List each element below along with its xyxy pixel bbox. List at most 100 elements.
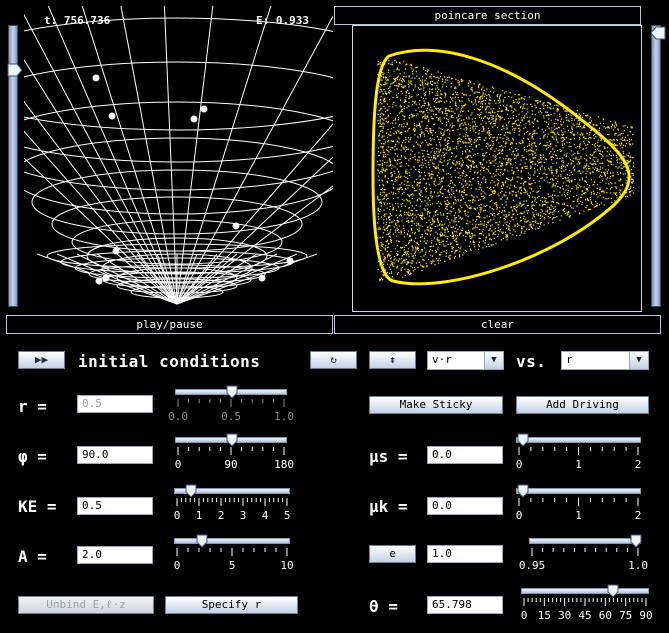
poincare-slider[interactable] (650, 25, 666, 307)
theta-tick-label: 15 (537, 609, 551, 622)
vs-label: vs. (516, 352, 547, 371)
theta-tick-label: 0 (520, 609, 528, 622)
zoom-slider-thumb[interactable] (7, 63, 23, 77)
a-tick-label: 0 (173, 559, 181, 572)
chevron-down-icon: ▼ (629, 352, 648, 369)
muk-tick-label: 0 (515, 509, 523, 522)
theta-tick-label: 60 (598, 609, 612, 622)
a-slider-track[interactable] (174, 534, 290, 548)
mus-input[interactable]: 0.0 (427, 446, 503, 464)
theta-slider[interactable]: 0 15 30 45 60 75 90 (520, 584, 653, 627)
cone-wireframe (0, 0, 580, 305)
muk-slider[interactable]: 0 1 2 (515, 484, 642, 527)
fast-forward-icon: ▶▶ (34, 353, 49, 366)
a-tick-label: 5 (228, 559, 236, 572)
mus-slider-ticks (518, 447, 639, 455)
poincare-title: poincare section (334, 6, 641, 25)
ke-tick-label: 2 (217, 509, 225, 522)
x-axis-select[interactable]: v·r ▼ (427, 351, 504, 370)
ke-input[interactable]: 0.5 (77, 497, 153, 515)
a-slider-ticks (176, 548, 288, 556)
axes-button[interactable]: ⇟ (369, 351, 416, 369)
theta-slider-thumb[interactable] (607, 584, 619, 598)
r-slider-thumb[interactable] (226, 385, 238, 399)
y-axis-select[interactable]: r ▼ (561, 351, 649, 370)
fast-forward-button[interactable]: ▶▶ (18, 351, 65, 369)
phi-slider-track[interactable] (175, 433, 287, 447)
ke-tick-label: 3 (239, 509, 247, 522)
phi-tick-label: 180 (274, 458, 294, 471)
muk-slider-track[interactable] (516, 484, 641, 498)
ke-slider-thumb[interactable] (185, 484, 197, 498)
a-slider-thumb[interactable] (196, 534, 208, 548)
muk-label: μk = (369, 497, 408, 516)
ke-slider-track[interactable] (174, 484, 290, 498)
phi-slider-ticks (177, 447, 285, 455)
phi-tick-label: 90 (224, 458, 238, 471)
r-tick-label: 0.5 (221, 410, 241, 423)
theta-tick-label: 45 (578, 609, 592, 622)
mus-slider[interactable]: 0 1 2 (515, 433, 641, 476)
theta-slider-track[interactable] (521, 584, 649, 598)
e-tick-label: 1.0 (628, 559, 648, 572)
unbind-button[interactable]: Unbind E,ℓ·z (18, 596, 154, 614)
phi-slider[interactable]: 0 90 180 (175, 433, 294, 476)
e-input[interactable]: 1.0 (427, 545, 503, 563)
e-button[interactable]: e (369, 545, 416, 563)
play-pause-button[interactable]: play/pause (6, 315, 333, 334)
a-input[interactable]: 2.0 (77, 546, 153, 564)
poincare-slider-thumb[interactable] (650, 26, 666, 40)
theta-tick-label: 90 (639, 609, 653, 622)
energy-readout: E: 0.933 (256, 14, 309, 27)
r-input[interactable]: 0.5 (77, 395, 153, 413)
clear-button[interactable]: clear (334, 315, 661, 334)
reset-button[interactable]: ↻ (310, 351, 357, 369)
add-driving-button[interactable]: Add Driving (516, 396, 649, 414)
r-slider-track[interactable] (175, 385, 287, 399)
refresh-icon: ↻ (330, 353, 337, 366)
chevron-down-icon: ▼ (484, 352, 503, 369)
ke-tick-label: 0 (173, 509, 181, 522)
muk-input[interactable]: 0.0 (427, 497, 503, 515)
theta-slider-ticks (523, 598, 647, 606)
phi-input[interactable]: 90.0 (77, 446, 153, 464)
y-axis-value: r (566, 353, 573, 366)
r-slider[interactable]: 0.0 0.5 1.0 (168, 385, 294, 428)
ke-tick-label: 5 (283, 509, 291, 522)
muk-slider-thumb[interactable] (517, 484, 529, 498)
a-slider[interactable]: 0 5 10 (173, 534, 294, 577)
specify-r-button[interactable]: Specify r (165, 596, 298, 614)
mus-label: μs = (369, 447, 408, 466)
time-readout: t: 756.736 (44, 14, 111, 27)
zoom-slider[interactable] (7, 25, 23, 307)
poincare-scatter (371, 48, 635, 286)
theta-input[interactable]: 65.798 (427, 596, 503, 614)
theta-label: θ = (369, 597, 398, 616)
ke-slider[interactable]: 0 1 2 3 4 5 (173, 484, 291, 527)
ke-slider-ticks (176, 498, 288, 506)
e-tick-label: 0.95 (518, 559, 546, 572)
a-label: A = (18, 547, 47, 566)
e-slider-thumb[interactable] (630, 534, 642, 548)
phi-label: φ = (18, 447, 47, 466)
r-label: r = (18, 397, 47, 416)
poincare-plot[interactable] (352, 25, 642, 312)
e-slider-track[interactable] (529, 534, 642, 548)
make-sticky-button[interactable]: Make Sticky (369, 396, 503, 414)
r-tick-label: 0.0 (168, 410, 188, 423)
e-slider[interactable]: 0.95 1.0 (519, 534, 648, 577)
muk-tick-label: 2 (634, 509, 642, 522)
mus-slider-thumb[interactable] (517, 433, 529, 447)
phi-slider-thumb[interactable] (226, 433, 238, 447)
a-tick-label: 10 (280, 559, 294, 572)
simulation-view[interactable]: t: 756.736 E: 0.933 (0, 0, 580, 312)
muk-slider-ticks (518, 498, 639, 506)
r-tick-label: 1.0 (274, 410, 294, 423)
muk-tick-label: 1 (575, 509, 582, 522)
axes-icon: ⇟ (389, 353, 396, 366)
mus-tick-label: 0 (515, 458, 523, 471)
e-slider-ticks (531, 548, 639, 556)
initial-conditions-heading: initial conditions (78, 352, 261, 371)
mus-slider-track[interactable] (516, 433, 641, 447)
mus-tick-label: 1 (575, 458, 582, 471)
